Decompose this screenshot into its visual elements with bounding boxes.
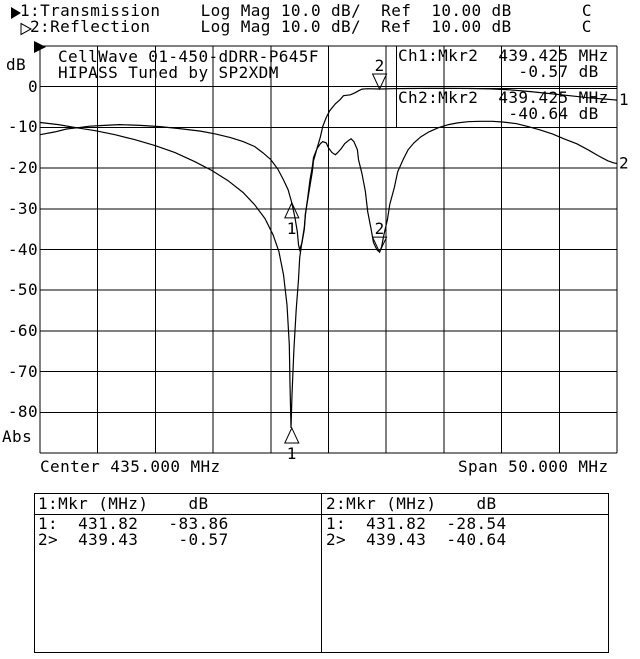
x-axis-span-label: Span 50.000 MHz bbox=[458, 457, 609, 476]
ch1-marker-readout-line1: Ch1:Mkr2 439.425 MHz bbox=[398, 46, 609, 65]
channel1-active-arrow-icon bbox=[11, 7, 21, 19]
y-axis-bottom-label: Abs bbox=[2, 427, 33, 446]
marker-2-label: 2 bbox=[375, 219, 385, 238]
marker-table-left-header: 1:Mkr (MHz) dB bbox=[38, 494, 209, 513]
ch2-marker-readout-line1: Ch2:Mkr2 439.425 MHz bbox=[398, 88, 609, 107]
marker-table-left-row2: 2> 439.43 -0.57 bbox=[38, 530, 229, 549]
marker-table-left-row1: 1: 431.82 -83.86 bbox=[38, 514, 229, 533]
trace-1-end-label: 1 bbox=[619, 90, 629, 109]
marker-2-triangle-icon bbox=[371, 236, 388, 254]
y-axis-tick-label: -30 bbox=[7, 198, 38, 218]
channel2-header-line: 2:Reflection Log Mag 10.0 dB/ Ref 10.00 … bbox=[30, 17, 592, 36]
x-axis-center-label: Center 435.000 MHz bbox=[40, 457, 221, 476]
plot-title-line2: HIPASS Tuned by SP2XDM bbox=[58, 63, 279, 82]
marker-table-right-header: 2:Mkr (MHz) dB bbox=[326, 494, 497, 513]
trace-1 bbox=[39, 87, 618, 429]
trace-2 bbox=[39, 120, 618, 254]
y-axis-tick-label: -50 bbox=[7, 280, 38, 300]
y-axis-tick-label: -20 bbox=[7, 158, 38, 178]
marker-1-triangle-icon bbox=[284, 201, 300, 219]
y-axis-tick-label: -80 bbox=[7, 402, 38, 422]
marker-1-triangle-icon bbox=[284, 426, 300, 444]
ch1-marker-readout-line2: -0.57 dB bbox=[398, 62, 599, 81]
y-axis-tick-label: 0 bbox=[27, 76, 38, 96]
marker-table-header-rule bbox=[35, 514, 608, 515]
channel1-header-line: 1:Transmission Log Mag 10.0 dB/ Ref 10.0… bbox=[20, 1, 592, 20]
y-axis-unit-label: dB bbox=[6, 55, 27, 74]
y-axis-tick-label: -70 bbox=[7, 361, 38, 381]
y-axis-tick-label: -10 bbox=[7, 117, 38, 137]
ch2-marker-readout-line2: -40.64 dB bbox=[398, 104, 599, 123]
channel2-inactive-arrow-icon bbox=[20, 22, 33, 36]
active-channel-indicator-icon bbox=[34, 41, 46, 53]
marker-2-triangle-icon bbox=[371, 73, 388, 91]
y-axis-tick-label: -40 bbox=[7, 239, 38, 259]
marker-table-right-row1: 1: 431.82 -28.54 bbox=[326, 514, 507, 533]
marker-1-label: 1 bbox=[287, 444, 297, 463]
marker-table bbox=[34, 493, 609, 653]
plot-title-line1: CellWave 01-450-dDRR-P645F bbox=[58, 47, 319, 66]
marker-table-divider bbox=[321, 494, 322, 652]
y-axis-tick-label: -60 bbox=[7, 320, 38, 340]
marker-2-label: 2 bbox=[375, 56, 385, 75]
marker-1-label: 1 bbox=[287, 219, 297, 238]
marker-table-right-row2: 2> 439.43 -40.64 bbox=[326, 530, 507, 549]
trace-2-end-label: 2 bbox=[619, 154, 629, 173]
